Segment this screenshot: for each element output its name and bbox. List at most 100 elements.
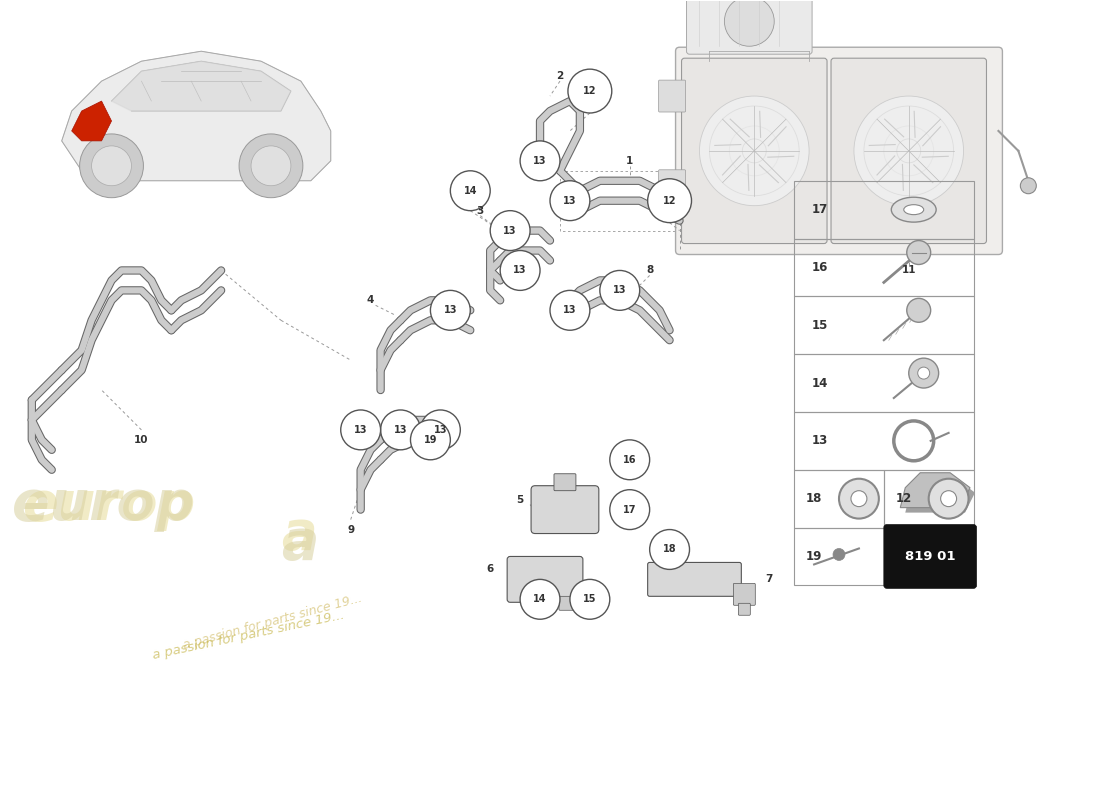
Polygon shape (62, 51, 331, 181)
FancyBboxPatch shape (738, 603, 750, 615)
Circle shape (251, 146, 290, 186)
Circle shape (600, 270, 640, 310)
Circle shape (550, 181, 590, 221)
Circle shape (896, 139, 921, 163)
Circle shape (742, 139, 767, 163)
Text: 19: 19 (806, 550, 823, 563)
Circle shape (570, 579, 609, 619)
Text: 14: 14 (812, 377, 828, 390)
Circle shape (520, 579, 560, 619)
Circle shape (568, 69, 612, 113)
Text: 6: 6 (486, 565, 494, 574)
Text: 15: 15 (583, 594, 596, 604)
Circle shape (909, 358, 938, 388)
Text: 12: 12 (583, 86, 596, 96)
Text: 18: 18 (806, 492, 823, 505)
Circle shape (420, 410, 460, 450)
Text: 819 01: 819 01 (905, 550, 956, 563)
FancyBboxPatch shape (559, 596, 576, 610)
Text: europ: europ (22, 478, 195, 530)
FancyBboxPatch shape (659, 80, 685, 112)
Circle shape (500, 250, 540, 290)
Polygon shape (111, 61, 290, 111)
Circle shape (491, 210, 530, 250)
FancyBboxPatch shape (830, 58, 987, 243)
Circle shape (1021, 178, 1036, 194)
Polygon shape (72, 101, 111, 141)
Circle shape (833, 549, 845, 561)
Circle shape (700, 96, 810, 206)
Circle shape (864, 106, 954, 196)
Circle shape (410, 420, 450, 460)
Circle shape (710, 106, 799, 196)
Circle shape (609, 490, 650, 530)
Text: 4: 4 (367, 295, 374, 306)
Text: a: a (280, 509, 317, 561)
Circle shape (550, 290, 590, 330)
Bar (883, 470, 974, 527)
Text: 8: 8 (646, 266, 653, 275)
FancyBboxPatch shape (682, 58, 827, 243)
Text: 12: 12 (663, 196, 676, 206)
Text: 14: 14 (534, 594, 547, 604)
Circle shape (854, 96, 964, 206)
Text: 15: 15 (812, 318, 828, 332)
Circle shape (430, 290, 471, 330)
Text: a passion for parts since 19...: a passion for parts since 19... (182, 592, 363, 652)
Text: 10: 10 (134, 435, 148, 445)
Text: 5: 5 (517, 494, 524, 505)
FancyBboxPatch shape (531, 486, 598, 534)
Text: 13: 13 (443, 306, 458, 315)
Circle shape (725, 0, 774, 46)
Circle shape (906, 241, 931, 265)
Text: a passion for parts since 19...: a passion for parts since 19... (152, 609, 345, 662)
Circle shape (609, 440, 650, 480)
Ellipse shape (904, 205, 924, 214)
Polygon shape (905, 478, 975, 513)
Text: 13: 13 (534, 156, 547, 166)
Text: europ: europ (12, 478, 195, 531)
Circle shape (917, 367, 930, 379)
Text: 17: 17 (812, 203, 828, 216)
Text: 11: 11 (902, 266, 916, 275)
Circle shape (79, 134, 143, 198)
Circle shape (839, 478, 879, 518)
Text: 13: 13 (433, 425, 447, 435)
Text: 13: 13 (563, 196, 576, 206)
Bar (794, 296, 974, 354)
Circle shape (381, 410, 420, 450)
Text: 12: 12 (895, 492, 912, 505)
Text: 9: 9 (348, 525, 354, 534)
Bar (794, 238, 974, 296)
Circle shape (928, 478, 968, 518)
Circle shape (883, 126, 934, 176)
Text: 16: 16 (623, 454, 637, 465)
Circle shape (239, 134, 302, 198)
FancyBboxPatch shape (507, 557, 583, 602)
Text: 19: 19 (424, 435, 437, 445)
Bar (794, 470, 883, 527)
Text: 1: 1 (626, 156, 634, 166)
FancyBboxPatch shape (883, 525, 977, 588)
Circle shape (940, 490, 957, 506)
Text: 13: 13 (394, 425, 407, 435)
Text: 2: 2 (557, 71, 563, 81)
Text: 13: 13 (354, 425, 367, 435)
Circle shape (851, 490, 867, 506)
Text: 18: 18 (663, 545, 676, 554)
FancyBboxPatch shape (529, 596, 546, 610)
Polygon shape (900, 473, 970, 508)
Text: 13: 13 (613, 286, 627, 295)
Text: 14: 14 (463, 186, 477, 196)
FancyBboxPatch shape (675, 47, 1002, 254)
Bar (794, 354, 974, 412)
FancyBboxPatch shape (554, 474, 576, 490)
Circle shape (650, 530, 690, 570)
Text: 17: 17 (623, 505, 637, 514)
Bar (794, 181, 974, 238)
FancyBboxPatch shape (686, 0, 812, 54)
FancyBboxPatch shape (734, 583, 756, 606)
Circle shape (91, 146, 132, 186)
Circle shape (729, 126, 779, 176)
Circle shape (648, 178, 692, 222)
